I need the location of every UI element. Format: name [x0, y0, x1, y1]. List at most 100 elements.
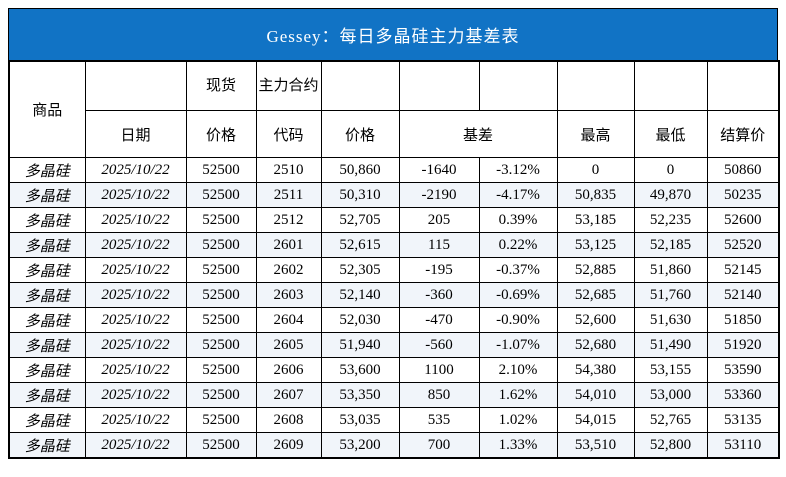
- cell-settle[interactable]: 52145: [706, 257, 780, 283]
- cell-settle[interactable]: 52140: [706, 282, 780, 308]
- cell-contract-code[interactable]: 2608: [255, 407, 322, 433]
- header-basis[interactable]: 基差: [398, 110, 558, 158]
- cell-high[interactable]: 53,125: [556, 232, 635, 258]
- cell-contract-price[interactable]: 53,350: [320, 382, 400, 408]
- header-ghost-cell[interactable]: [633, 60, 708, 111]
- cell-settle[interactable]: 53360: [706, 382, 780, 408]
- cell-commodity[interactable]: 多晶硅: [8, 432, 86, 459]
- cell-high[interactable]: 53,510: [556, 432, 635, 459]
- header-ghost-cell[interactable]: [320, 60, 400, 111]
- cell-date[interactable]: 2025/10/22: [84, 382, 187, 408]
- cell-commodity[interactable]: 多晶硅: [8, 407, 86, 433]
- cell-high[interactable]: 0: [556, 157, 635, 183]
- cell-basis-percent[interactable]: -0.69%: [478, 282, 558, 308]
- cell-date[interactable]: 2025/10/22: [84, 432, 187, 459]
- cell-low[interactable]: 53,155: [633, 357, 708, 383]
- cell-date[interactable]: 2025/10/22: [84, 257, 187, 283]
- cell-high[interactable]: 52,600: [556, 307, 635, 333]
- header-main-contract-group[interactable]: 主力合约: [255, 60, 322, 111]
- cell-date[interactable]: 2025/10/22: [84, 182, 187, 208]
- cell-spot-price[interactable]: 52500: [185, 157, 257, 183]
- cell-basis-percent[interactable]: 1.33%: [478, 432, 558, 459]
- cell-high[interactable]: 54,015: [556, 407, 635, 433]
- header-ghost-cell[interactable]: [478, 60, 558, 111]
- cell-date[interactable]: 2025/10/22: [84, 232, 187, 258]
- cell-low[interactable]: 51,760: [633, 282, 708, 308]
- cell-date[interactable]: 2025/10/22: [84, 307, 187, 333]
- cell-contract-code[interactable]: 2607: [255, 382, 322, 408]
- cell-low[interactable]: 51,490: [633, 332, 708, 358]
- cell-settle[interactable]: 53590: [706, 357, 780, 383]
- cell-contract-price[interactable]: 52,705: [320, 207, 400, 233]
- cell-basis-percent[interactable]: -4.17%: [478, 182, 558, 208]
- cell-commodity[interactable]: 多晶硅: [8, 182, 86, 208]
- cell-commodity[interactable]: 多晶硅: [8, 282, 86, 308]
- cell-contract-code[interactable]: 2602: [255, 257, 322, 283]
- cell-settle[interactable]: 53110: [706, 432, 780, 459]
- cell-basis-percent[interactable]: 2.10%: [478, 357, 558, 383]
- cell-contract-code[interactable]: 2605: [255, 332, 322, 358]
- header-empty-cell[interactable]: [84, 60, 187, 111]
- cell-date[interactable]: 2025/10/22: [84, 282, 187, 308]
- cell-date[interactable]: 2025/10/22: [84, 407, 187, 433]
- header-spot-group[interactable]: 现货: [185, 60, 257, 111]
- cell-basis-value[interactable]: -195: [398, 257, 480, 283]
- cell-settle[interactable]: 53135: [706, 407, 780, 433]
- cell-settle[interactable]: 51850: [706, 307, 780, 333]
- cell-contract-price[interactable]: 51,940: [320, 332, 400, 358]
- cell-commodity[interactable]: 多晶硅: [8, 157, 86, 183]
- cell-contract-price[interactable]: 53,200: [320, 432, 400, 459]
- header-ghost-cell[interactable]: [706, 60, 780, 111]
- cell-settle[interactable]: 50860: [706, 157, 780, 183]
- cell-basis-value[interactable]: -360: [398, 282, 480, 308]
- header-commodity[interactable]: 商品: [8, 60, 86, 158]
- header-ghost-cell[interactable]: [556, 60, 635, 111]
- cell-basis-percent[interactable]: -3.12%: [478, 157, 558, 183]
- cell-commodity[interactable]: 多晶硅: [8, 257, 86, 283]
- cell-spot-price[interactable]: 52500: [185, 332, 257, 358]
- cell-date[interactable]: 2025/10/22: [84, 157, 187, 183]
- cell-basis-percent[interactable]: 1.62%: [478, 382, 558, 408]
- cell-contract-price[interactable]: 52,030: [320, 307, 400, 333]
- cell-spot-price[interactable]: 52500: [185, 432, 257, 459]
- cell-basis-value[interactable]: 1100: [398, 357, 480, 383]
- cell-contract-code[interactable]: 2609: [255, 432, 322, 459]
- cell-spot-price[interactable]: 52500: [185, 232, 257, 258]
- cell-basis-percent[interactable]: 1.02%: [478, 407, 558, 433]
- cell-high[interactable]: 54,380: [556, 357, 635, 383]
- cell-contract-code[interactable]: 2512: [255, 207, 322, 233]
- header-spot-price[interactable]: 价格: [185, 110, 257, 158]
- cell-contract-code[interactable]: 2604: [255, 307, 322, 333]
- cell-basis-value[interactable]: 205: [398, 207, 480, 233]
- cell-high[interactable]: 50,835: [556, 182, 635, 208]
- cell-contract-price[interactable]: 53,035: [320, 407, 400, 433]
- cell-settle[interactable]: 51920: [706, 332, 780, 358]
- cell-basis-value[interactable]: 535: [398, 407, 480, 433]
- header-settle[interactable]: 结算价: [706, 110, 780, 158]
- cell-basis-value[interactable]: -1640: [398, 157, 480, 183]
- cell-low[interactable]: 49,870: [633, 182, 708, 208]
- cell-basis-value[interactable]: -560: [398, 332, 480, 358]
- cell-low[interactable]: 0: [633, 157, 708, 183]
- cell-high[interactable]: 54,010: [556, 382, 635, 408]
- cell-settle[interactable]: 50235: [706, 182, 780, 208]
- cell-basis-percent[interactable]: -1.07%: [478, 332, 558, 358]
- cell-contract-price[interactable]: 52,305: [320, 257, 400, 283]
- cell-basis-value[interactable]: 850: [398, 382, 480, 408]
- cell-basis-value[interactable]: 115: [398, 232, 480, 258]
- cell-basis-value[interactable]: -470: [398, 307, 480, 333]
- cell-contract-code[interactable]: 2603: [255, 282, 322, 308]
- cell-spot-price[interactable]: 52500: [185, 382, 257, 408]
- cell-low[interactable]: 51,630: [633, 307, 708, 333]
- header-price[interactable]: 价格: [320, 110, 400, 158]
- cell-basis-value[interactable]: -2190: [398, 182, 480, 208]
- cell-spot-price[interactable]: 52500: [185, 182, 257, 208]
- cell-date[interactable]: 2025/10/22: [84, 332, 187, 358]
- cell-low[interactable]: 52,800: [633, 432, 708, 459]
- cell-spot-price[interactable]: 52500: [185, 207, 257, 233]
- header-ghost-cell[interactable]: [398, 60, 480, 111]
- cell-contract-code[interactable]: 2510: [255, 157, 322, 183]
- cell-low[interactable]: 52,765: [633, 407, 708, 433]
- cell-low[interactable]: 52,185: [633, 232, 708, 258]
- cell-date[interactable]: 2025/10/22: [84, 357, 187, 383]
